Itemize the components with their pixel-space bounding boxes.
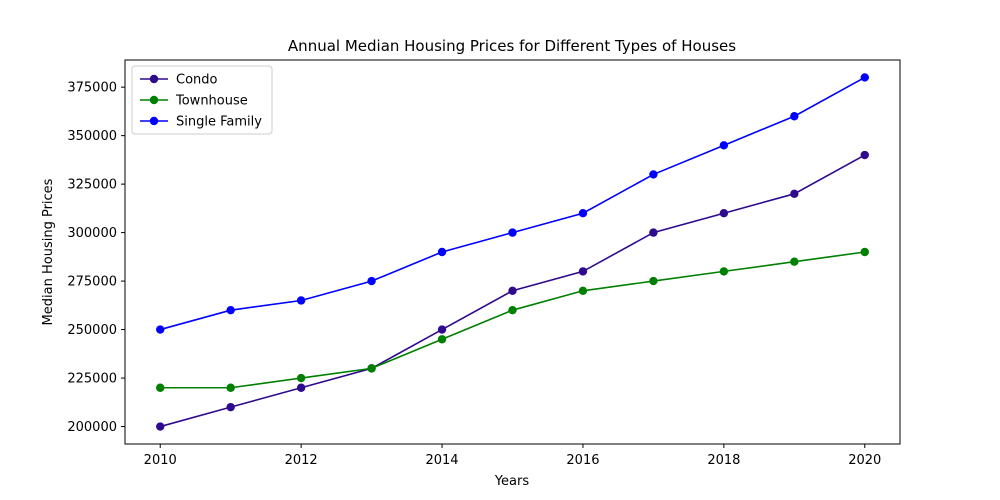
- data-point-townhouse: [296, 373, 306, 383]
- data-point-single-family: [578, 209, 588, 218]
- x-tick-label: 2018: [707, 453, 740, 468]
- plot-area: [156, 73, 869, 431]
- data-point-townhouse: [860, 247, 869, 257]
- data-point-condo: [437, 325, 447, 334]
- legend-label-single-family: Single Family: [176, 115, 262, 130]
- data-point-townhouse: [437, 335, 447, 344]
- data-point-condo: [649, 228, 658, 237]
- data-point-townhouse: [790, 257, 799, 266]
- data-point-condo: [860, 150, 869, 160]
- data-point-townhouse: [649, 276, 658, 286]
- y-axis-label: Median Housing Prices: [41, 178, 56, 325]
- x-axis: 2010 2012 2014 2016 2018 2020: [144, 444, 881, 468]
- data-point-townhouse: [578, 286, 588, 295]
- y-tick-label: 325000: [67, 178, 117, 193]
- data-point-townhouse: [508, 305, 517, 315]
- y-tick-label: 375000: [67, 81, 117, 96]
- data-point-single-family: [508, 228, 517, 237]
- data-point-condo: [156, 422, 165, 431]
- y-tick-label: 200000: [67, 420, 117, 435]
- y-tick-label: 300000: [67, 226, 117, 241]
- x-tick-label: 2020: [848, 453, 881, 468]
- data-point-single-family: [790, 112, 799, 121]
- data-point-single-family: [156, 325, 165, 334]
- x-tick-label: 2012: [285, 453, 318, 468]
- data-point-condo: [790, 189, 799, 199]
- data-point-townhouse: [719, 267, 729, 276]
- data-point-condo: [578, 267, 588, 276]
- legend-marker-townhouse: [149, 95, 159, 105]
- data-point-condo: [226, 402, 235, 412]
- x-tick-label: 2010: [144, 453, 177, 468]
- x-axis-label: Years: [494, 474, 530, 489]
- data-point-single-family: [296, 296, 306, 305]
- y-tick-label: 225000: [67, 372, 117, 387]
- data-point-condo: [719, 209, 729, 218]
- plot-frame: [124, 59, 901, 445]
- data-point-townhouse: [226, 383, 235, 392]
- legend: Condo Townhouse Single Family: [131, 65, 273, 135]
- legend-label-townhouse: Townhouse: [175, 94, 248, 109]
- legend-box: [131, 65, 273, 135]
- y-tick-label: 275000: [67, 275, 117, 290]
- data-point-single-family: [649, 170, 658, 179]
- chart-title: Annual Median Housing Prices for Differe…: [288, 37, 736, 55]
- data-point-condo: [508, 286, 517, 295]
- legend-label-condo: Condo: [176, 73, 218, 88]
- data-point-townhouse: [367, 364, 376, 373]
- series-line-townhouse: [160, 251, 865, 389]
- y-tick-label: 250000: [67, 323, 117, 338]
- y-tick-label: 350000: [67, 129, 117, 144]
- data-point-single-family: [719, 141, 729, 150]
- data-point-condo: [296, 383, 306, 392]
- data-point-single-family: [437, 247, 447, 257]
- data-point-single-family: [226, 305, 235, 315]
- x-tick-label: 2016: [566, 453, 599, 468]
- data-point-single-family: [860, 73, 869, 82]
- y-axis: 200000 225000 250000 275000 300000 325000 3500…: [67, 81, 125, 435]
- legend-marker-condo: [149, 74, 159, 84]
- x-tick-label: 2014: [425, 453, 458, 468]
- data-point-single-family: [367, 276, 376, 286]
- legend-marker-single-family: [149, 116, 159, 126]
- data-point-townhouse: [156, 383, 165, 392]
